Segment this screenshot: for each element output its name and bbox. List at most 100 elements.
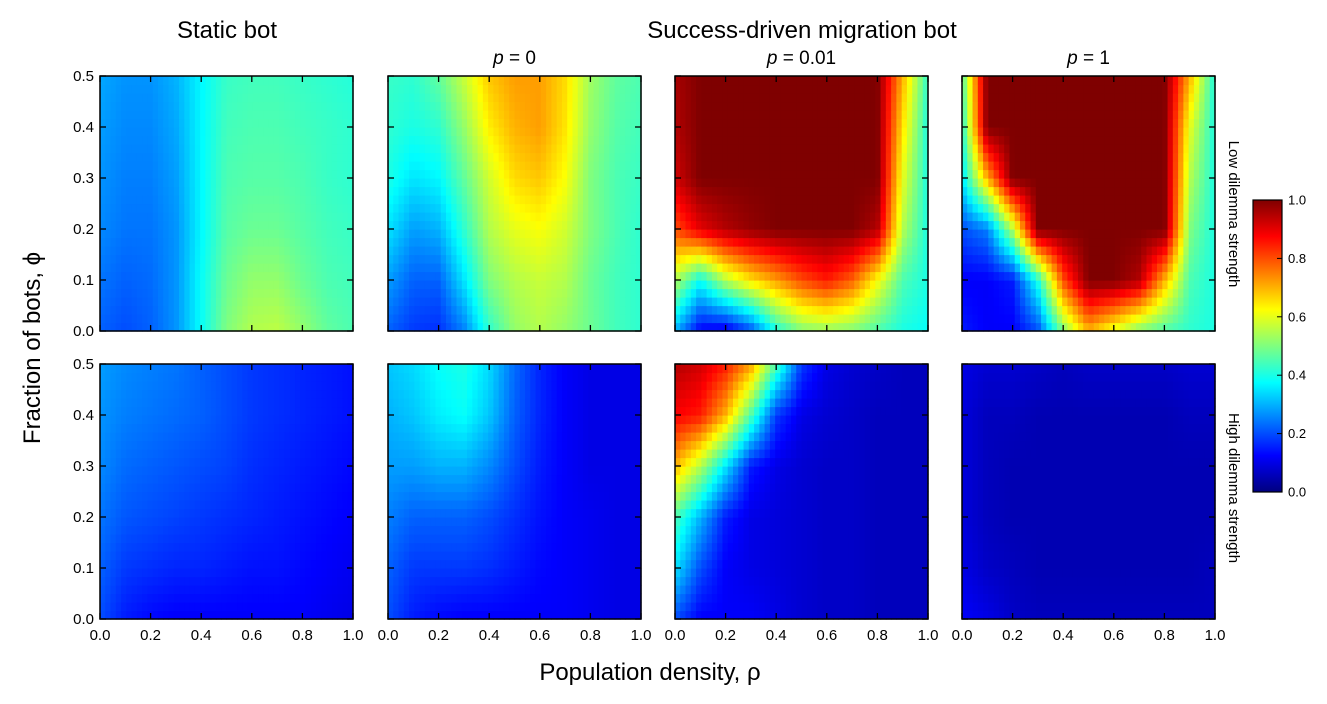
heatmap-cell [252,169,259,179]
heatmap-cell [972,220,979,230]
heatmap-cell [1167,314,1174,324]
heatmap-cell [388,263,394,273]
heatmap-cell [273,254,280,264]
heatmap-cell [300,135,307,145]
heatmap-cell [414,84,421,94]
heatmap-cell [680,178,687,188]
heatmap-cell [1004,280,1011,290]
heatmap-cell [157,322,164,332]
heatmap-cell [273,161,280,171]
heatmap-cell [843,314,850,324]
heatmap-cell [1051,271,1058,281]
heatmap-cell [1162,271,1169,281]
heatmap-cell [812,101,818,111]
heatmap-cell [409,118,415,128]
heatmap-cell [588,144,595,154]
heatmap-cell [142,229,149,239]
heatmap-cell [769,186,776,196]
heatmap-cell [393,237,400,247]
heatmap-cell [226,144,233,154]
heatmap-cell [759,169,766,179]
heatmap-cell [901,195,908,205]
heatmap-cell [331,263,338,273]
heatmap-cell [806,127,813,137]
heatmap-cell [1035,305,1042,315]
heatmap-cell [801,212,808,222]
heatmap-cell [1178,288,1184,298]
heatmap-cell [163,280,170,290]
heatmap-cell [680,246,687,256]
heatmap-cell [316,288,322,298]
heatmap-cell [121,127,127,137]
heatmap-cell [258,220,264,230]
heatmap-cell [115,305,122,315]
heatmap-cell [210,178,217,188]
heatmap-cell [326,280,333,290]
heatmap-cell [577,271,584,281]
heatmap-cell [461,229,468,239]
heatmap-cell [732,229,739,239]
heatmap-cell [912,186,919,196]
heatmap-cell [619,152,626,162]
heatmap-cell [967,305,974,315]
heatmap-cell [393,127,400,137]
heatmap-cell [509,118,516,128]
heatmap-cell [337,76,344,86]
heatmap-cell [424,93,431,103]
heatmap-cell [722,288,729,298]
heatmap-cell [572,246,579,256]
heatmap-cell [801,93,808,103]
heatmap-cell [604,135,610,145]
heatmap-cell [347,305,354,315]
heatmap-cell [258,161,264,171]
heatmap-cell [237,212,243,222]
heatmap-cell [754,212,760,222]
heatmap-cell [263,101,270,111]
heatmap-cell [142,84,149,94]
heatmap-cell [696,280,702,290]
heatmap-cell [1030,254,1037,264]
heatmap-cell [456,237,463,247]
heatmap-cell [706,169,713,179]
heatmap-cell [194,280,201,290]
heatmap-cell [696,212,702,222]
heatmap-cell [477,127,484,137]
heatmap-cell [1204,288,1211,298]
heatmap-cell [1125,288,1132,298]
heatmap-cell [388,195,394,205]
heatmap-cell [321,229,328,239]
heatmap-cell [906,220,913,230]
heatmap-cell [838,220,845,230]
heatmap-cell [748,186,755,196]
heatmap-cell [885,280,892,290]
heatmap-cell [711,263,718,273]
heatmap-cell [337,229,344,239]
heatmap-cell [962,271,968,281]
heatmap-cell [242,152,249,162]
heatmap-cell [690,186,697,196]
heatmap-cell [812,76,818,86]
heatmap-cell [796,220,803,230]
heatmap-cell [1035,263,1042,273]
heatmap-cell [962,237,968,247]
heatmap-cell [696,322,702,332]
heatmap-cell [743,144,750,154]
heatmap-cell [347,110,354,120]
heatmap-cell [184,212,191,222]
heatmap-cell [430,305,437,315]
heatmap-cell [848,271,855,281]
heatmap-cell [440,229,447,239]
heatmap-cell [210,212,217,222]
heatmap-cell [706,144,713,154]
heatmap-cell [1109,288,1116,298]
heatmap-cell [482,305,489,315]
heatmap-cell [289,195,296,205]
heatmap-cell [173,288,180,298]
heatmap-cell [142,305,149,315]
heatmap-cell [142,101,149,111]
heatmap-cell [535,110,542,120]
heatmap-cell [305,152,312,162]
heatmap-cell [1051,322,1058,332]
heatmap-cell [614,84,621,94]
heatmap-cell [295,161,301,171]
